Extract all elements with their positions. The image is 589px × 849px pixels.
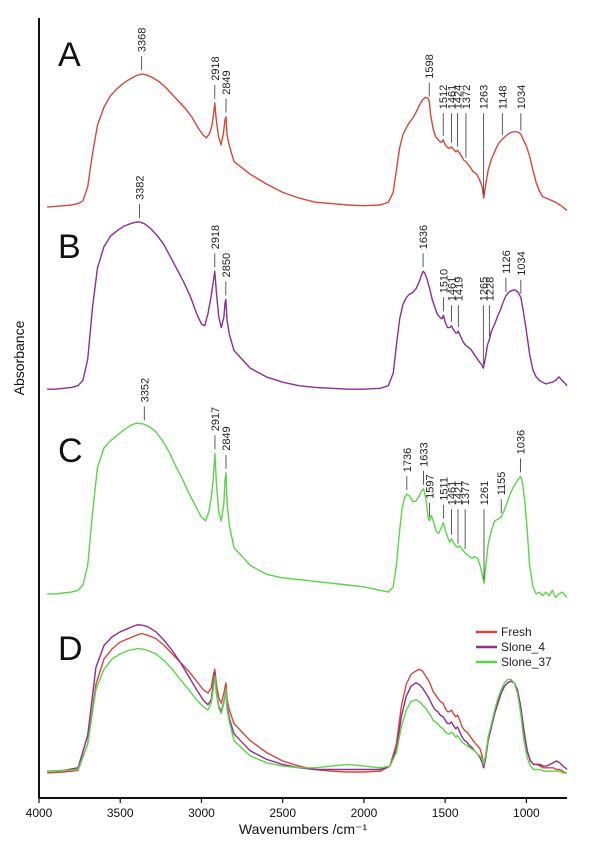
plot-frame (38, 18, 567, 799)
peak-label: 1512 (438, 85, 450, 109)
x-tick-label: 3000 (188, 806, 215, 820)
x-tick-label: 4000 (26, 806, 53, 820)
x-tick-label: 1500 (432, 806, 459, 820)
peak-label: 1636 (418, 225, 430, 249)
x-tick-label: 2000 (351, 806, 378, 820)
peak-label: 1424 (453, 85, 465, 109)
peak-label: 2849 (221, 426, 233, 450)
peak-label: 3382 (134, 176, 146, 200)
x-tick-label: 3500 (107, 806, 134, 820)
peak-label: 1034 (516, 85, 528, 109)
legend-label: Slone_4 (501, 640, 545, 654)
x-axis-ticks: 4000 3500 3000 2500 2000 1500 1000 (26, 798, 540, 820)
legend-label: Slone_37 (501, 655, 552, 669)
panel-letter: A (58, 36, 81, 74)
peak-label: 1126 (501, 250, 513, 274)
peak-label: 1148 (497, 86, 509, 110)
peak-label: 1736 (402, 448, 414, 472)
peak-label: 1034 (516, 251, 528, 275)
peak-label: 3368 (137, 28, 149, 52)
peak-label: 1036 (516, 430, 528, 454)
peak-label: 1461 (447, 277, 459, 301)
peak-label: 1155 (496, 472, 508, 496)
peak-label: 2850 (221, 253, 233, 277)
peak-label: 2917 (210, 407, 222, 431)
x-axis-title: Wavenumbers /cm⁻¹ (239, 821, 368, 837)
peak-label: 2849 (221, 70, 233, 94)
spectrum-line (47, 73, 568, 212)
peak-label: 1377 (460, 481, 472, 505)
panel-letter: B (58, 228, 81, 266)
peak-label: 1510 (439, 269, 451, 293)
peak-label: 1372 (461, 85, 473, 109)
spectrum-line (47, 422, 568, 599)
y-axis-title: Absorbance (11, 320, 27, 395)
panel-letter: D (58, 630, 83, 668)
panel-letter: C (58, 432, 83, 470)
x-tick-label: 2500 (269, 806, 296, 820)
peak-label: 1633 (419, 442, 431, 466)
peak-label: 1461 (447, 481, 459, 505)
peak-label: 1265 (478, 277, 490, 301)
peak-label: 1511 (438, 477, 450, 501)
legend-label: Fresh (501, 625, 532, 639)
peak-label: 1598 (424, 54, 436, 78)
peak-label: 1228 (484, 277, 496, 301)
peak-label: 2918 (210, 225, 222, 249)
peak-label: 1597 (424, 474, 436, 498)
peak-label: 1419 (453, 277, 465, 301)
peak-label: 3352 (139, 378, 151, 402)
peak-label: 1263 (479, 85, 491, 109)
spectrum-line-slone-37 (47, 648, 567, 774)
x-tick-label: 1000 (513, 806, 540, 820)
peak-label: 1261 (479, 481, 491, 505)
peak-label: 1421 (453, 481, 465, 505)
peak-label: 2918 (210, 56, 222, 80)
spectrum-line (47, 221, 568, 390)
peak-label: 1461 (447, 85, 459, 109)
